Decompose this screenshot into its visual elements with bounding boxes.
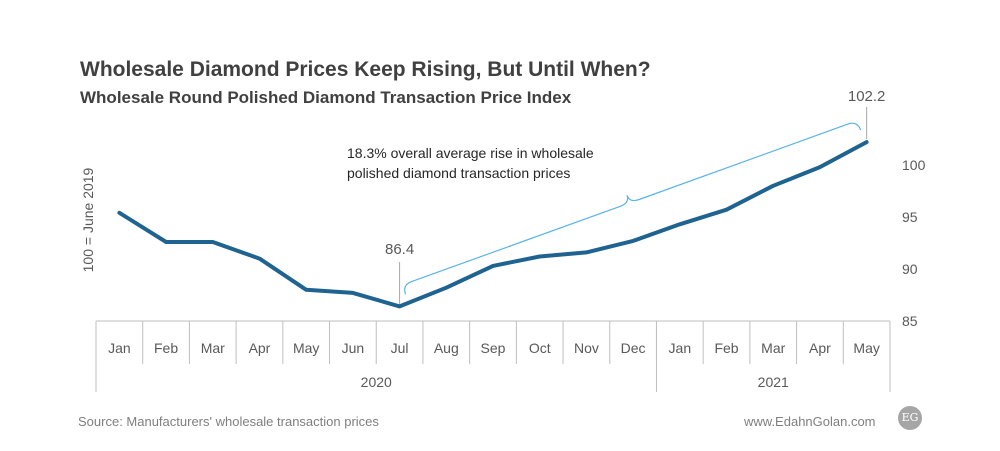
high-value-label: 102.2 [848,88,886,105]
x-tick-label: Apr [809,340,831,356]
y-tick-label: 90 [902,261,918,277]
x-tick-label: Dec [621,340,646,356]
x-tick-label: Aug [434,340,459,356]
year-label: 2020 [361,374,392,390]
x-tick-label: May [293,340,319,356]
x-tick-label: Jun [342,340,365,356]
y-tick-label: 85 [902,313,918,329]
eg-logo: EG [898,406,922,430]
x-tick-label: Feb [154,340,178,356]
y-axis-title: 100 = June 2019 [80,167,96,272]
chart-title: Wholesale Diamond Prices Keep Rising, Bu… [80,58,651,81]
rise-bracket [404,122,862,295]
source-note: Source: Manufacturers' wholesale transac… [78,414,379,429]
x-tick-label: Jan [108,340,131,356]
rise-annotation-line2: polished diamond transaction prices [347,165,570,181]
rise-annotation-line1: 18.3% overall average rise in wholesale [347,145,594,161]
y-tick-label: 100 [902,157,926,173]
x-tick-label: Apr [249,340,271,356]
x-tick-label: Mar [761,340,785,356]
chart-subtitle: Wholesale Round Polished Diamond Transac… [80,88,572,107]
x-tick-label: Nov [574,340,599,356]
x-tick-label: Feb [714,340,738,356]
x-tick-label: Jul [391,340,409,356]
series-line [117,140,869,309]
year-label: 2021 [758,374,789,390]
x-tick-label: Jan [669,340,692,356]
website-link[interactable]: www.EdahnGolan.com [744,414,876,429]
x-tick-label: May [853,340,879,356]
x-tick-label: Oct [529,340,551,356]
x-tick-label: Sep [481,340,506,356]
x-tick-label: Mar [201,340,225,356]
low-value-label: 86.4 [385,241,414,258]
y-tick-label: 95 [902,209,918,225]
